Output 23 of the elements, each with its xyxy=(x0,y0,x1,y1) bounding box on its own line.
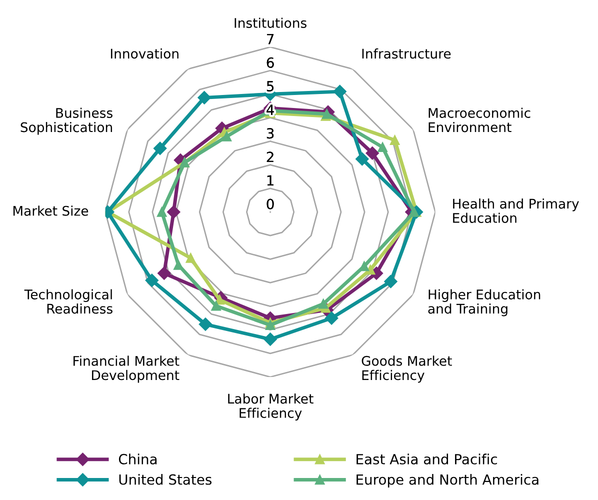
y-tick-label: 1 xyxy=(267,175,274,186)
y-tick-label: 0 xyxy=(266,198,274,210)
spoke-label: Technological Readiness xyxy=(24,289,112,314)
spoke-label: Financial Market Development xyxy=(74,356,180,383)
legend-label: East Asia and Pacific xyxy=(356,454,497,464)
legend-label: United States xyxy=(119,474,212,485)
spoke-label: Infrastructure xyxy=(362,48,451,59)
y-tick-label: 2 xyxy=(266,152,274,162)
spoke-label: Innovation xyxy=(110,48,178,59)
spoke-label: Business Sophistication xyxy=(20,108,112,135)
spoke-label: Higher Education and Training xyxy=(428,289,540,316)
legend-label: Europe and North America xyxy=(356,474,538,488)
spoke-label: Goods Market Efficiency xyxy=(362,356,452,383)
spoke-label: Labor Market Efficiency xyxy=(228,394,314,421)
y-tick-label: 3 xyxy=(266,128,274,139)
spoke-label: Market Size xyxy=(13,206,88,216)
spoke-label: Institutions xyxy=(234,18,306,28)
y-tick-label: 4 xyxy=(266,104,274,115)
spoke-label: Health and Primary Education xyxy=(453,198,579,223)
y-tick-label: 7 xyxy=(267,34,274,44)
y-tick-label: 6 xyxy=(266,57,274,68)
legend-label: China xyxy=(118,454,157,464)
spoke-label: Macroeconomic Environment xyxy=(428,108,530,132)
